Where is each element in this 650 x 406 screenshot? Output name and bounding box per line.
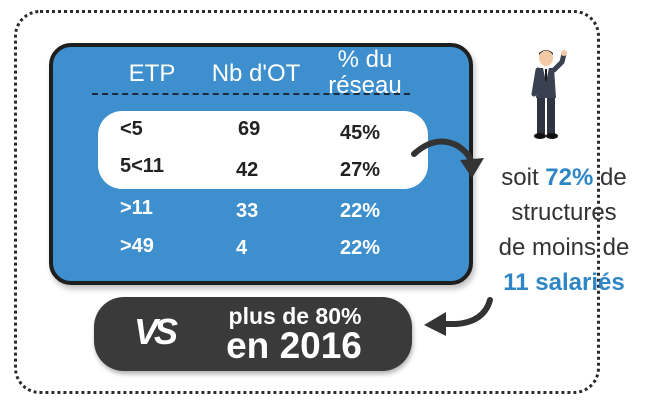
- callout-suffix: de: [600, 164, 627, 191]
- row-1-nb-ot: 69: [238, 118, 261, 140]
- vs-label: VS: [134, 311, 178, 352]
- comparison-line1: plus de 80%: [228, 303, 362, 329]
- row-1-pct: 45%: [340, 122, 381, 144]
- row-2-etp: 5<11: [120, 155, 164, 177]
- header-pct-line1: % du: [337, 46, 393, 73]
- highlight-box: [98, 111, 428, 189]
- header-etp: ETP: [128, 60, 176, 87]
- comparison-pill: [94, 297, 412, 371]
- businessman-icon: [531, 50, 567, 139]
- row-2-pct: 27%: [340, 159, 381, 181]
- row-4-etp: >49: [120, 235, 154, 257]
- callout-line1: soit 72% de: [476, 160, 650, 195]
- row-4-nb-ot: 4: [236, 237, 248, 259]
- row-3-pct: 22%: [340, 200, 381, 222]
- callout-percent: 72%: [545, 164, 594, 191]
- callout-line4: 11 salariés: [503, 269, 625, 296]
- row-2-nb-ot: 42: [236, 159, 259, 181]
- callout-prefix: soit: [501, 164, 539, 191]
- callout-line3: de moins de: [498, 234, 630, 261]
- row-3-nb-ot: 33: [236, 200, 259, 222]
- callout-text: soit 72% de structures de moins de 11 sa…: [476, 160, 650, 300]
- header-divider: [92, 93, 410, 95]
- comparison-line2: en 2016: [226, 325, 362, 366]
- row-4-pct: 22%: [340, 237, 381, 259]
- callout-line2: structures: [511, 199, 617, 226]
- dotted-frame: [14, 10, 600, 394]
- row-3-etp: >11: [120, 197, 153, 219]
- header-nb-ot: Nb d'OT: [211, 60, 301, 87]
- row-1-etp: <5: [120, 118, 143, 140]
